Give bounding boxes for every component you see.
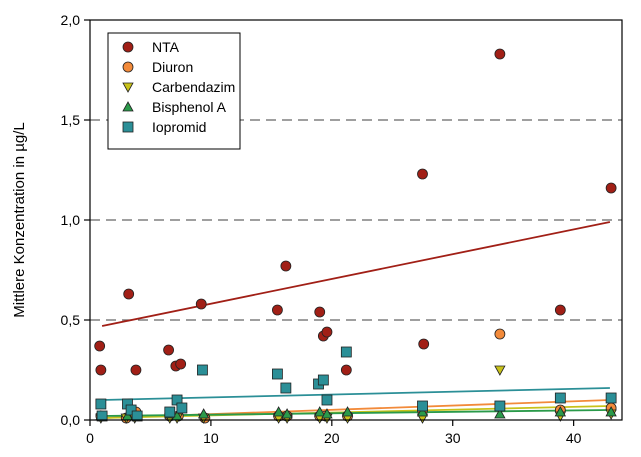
legend-marker xyxy=(122,41,134,53)
y-tick-label: 1,0 xyxy=(61,212,81,228)
x-tick-label: 20 xyxy=(324,430,340,446)
data-point xyxy=(340,364,352,376)
data-point xyxy=(281,408,293,419)
data-point xyxy=(280,260,292,272)
legend-marker xyxy=(122,121,134,133)
data-point xyxy=(554,304,566,316)
data-point xyxy=(131,410,143,422)
x-tick-label: 30 xyxy=(445,430,461,446)
legend-label: NTA xyxy=(152,39,180,55)
gridlines xyxy=(90,119,622,321)
trend-lines xyxy=(101,221,611,419)
legend-marker xyxy=(122,61,134,73)
data-point xyxy=(95,398,107,410)
trend-line xyxy=(101,221,611,327)
data-point xyxy=(340,346,352,358)
data-point xyxy=(163,344,174,356)
data-point xyxy=(321,394,333,406)
x-tick-label: 0 xyxy=(86,430,94,446)
data-point xyxy=(130,364,142,376)
data-point xyxy=(280,382,292,394)
y-tick-label: 0,0 xyxy=(61,412,81,428)
data-point xyxy=(175,358,187,370)
y-axis-title: Mittlere Konzentration in µg/L xyxy=(11,122,28,317)
data-point xyxy=(417,400,428,412)
data-points xyxy=(94,48,617,424)
data-point xyxy=(197,364,208,376)
data-point xyxy=(554,392,566,404)
legend-label: Bisphenol A xyxy=(152,99,227,115)
data-point xyxy=(314,406,326,417)
data-point xyxy=(176,402,188,414)
data-point xyxy=(195,298,207,310)
legend-label: Iopromid xyxy=(152,119,206,135)
x-tick-label: 40 xyxy=(566,430,582,446)
data-point xyxy=(272,304,283,316)
trend-line xyxy=(102,387,610,401)
data-point xyxy=(416,406,429,417)
data-point xyxy=(317,374,329,386)
data-point xyxy=(494,408,506,419)
data-point xyxy=(418,338,430,350)
data-point xyxy=(314,306,326,318)
data-point xyxy=(94,340,106,352)
data-point xyxy=(96,410,108,422)
data-point xyxy=(123,288,135,300)
data-point xyxy=(494,400,506,412)
data-point xyxy=(272,406,285,417)
data-point xyxy=(494,365,506,376)
data-point xyxy=(95,364,107,376)
y-tick-label: 1,5 xyxy=(61,112,81,128)
trend-line xyxy=(102,409,610,417)
data-point xyxy=(272,368,283,380)
legend-marker xyxy=(122,101,134,112)
data-point xyxy=(605,392,617,404)
legend: NTA Diuron Carbendazim Bisphenol A Iopromid xyxy=(107,32,241,150)
data-point xyxy=(605,406,617,417)
legend-marker xyxy=(122,82,134,93)
axis-ticks: 0,0 0,5 1,0 1,5 2,0 0 10 20 30 40 xyxy=(61,12,582,446)
legend-label: Diuron xyxy=(152,59,193,75)
x-tick-label: 10 xyxy=(203,430,219,446)
data-point xyxy=(494,48,506,60)
data-point xyxy=(197,408,210,419)
data-point xyxy=(125,404,137,416)
y-tick-label: 0,5 xyxy=(61,312,81,328)
data-point xyxy=(417,168,428,180)
data-point xyxy=(554,406,567,417)
data-point xyxy=(341,406,354,417)
data-point xyxy=(605,182,617,194)
data-point xyxy=(321,326,333,338)
data-point xyxy=(494,328,506,340)
y-tick-label: 2,0 xyxy=(61,12,81,28)
legend-label: Carbendazim xyxy=(152,79,235,95)
data-point xyxy=(321,408,333,419)
trend-line xyxy=(102,405,610,419)
data-point xyxy=(164,406,176,418)
